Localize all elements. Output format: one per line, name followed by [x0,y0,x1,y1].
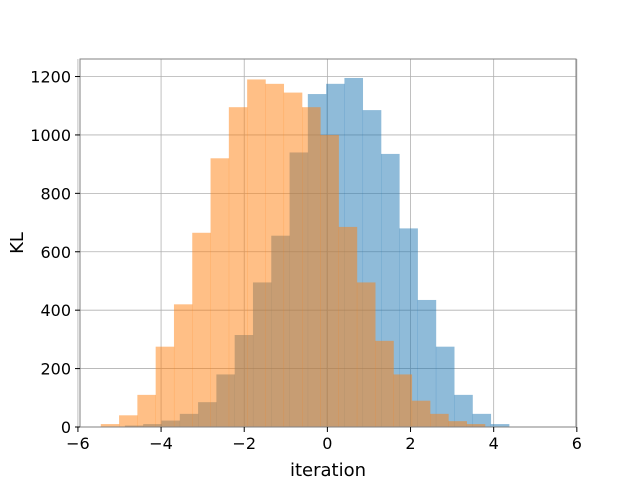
histogram-bar-series-2 [173,304,193,427]
histogram-bar-series-2 [302,107,321,427]
histogram-bar-series-2 [356,282,376,427]
histogram-bar-series-2 [283,92,303,427]
y-tick-label: 1000 [30,126,71,145]
axis-ticks: −6 −4 −2 0 2 4 6 0 200 400 600 800 1000 1200 [30,68,582,453]
histogram-bar-series-2 [155,346,175,427]
x-tick-label: 4 [489,434,499,453]
histogram-bar-series-1 [472,413,492,427]
y-tick-label: 400 [40,301,71,320]
histogram-bar-series-1 [435,346,455,427]
plot-frame [79,58,577,428]
histogram-bar-series-2 [375,340,394,427]
x-tick-label: 2 [405,434,415,453]
histogram-bar-series-2 [320,134,339,427]
histogram-bar-series-2 [137,394,156,427]
histogram-bar-series-2 [393,374,413,427]
histogram-bar-series-1 [490,424,510,427]
histogram-bar-series-2 [411,400,431,427]
y-tick-label: 1200 [30,68,71,87]
y-tick-label: 200 [40,360,71,379]
x-axis-label: iteration [290,460,366,480]
histogram-bar-series-1 [417,299,437,427]
x-tick-label: −4 [149,434,173,453]
histogram-bar-series-2 [265,83,285,428]
y-tick-label: 800 [40,184,71,203]
x-tick-label: 6 [572,434,582,453]
histogram-bar-series-2 [466,424,486,427]
histogram-bar-series-2 [119,415,138,427]
x-tick-label: −2 [232,434,256,453]
histogram-bar-series-2 [430,413,449,427]
histogram-bar-series-1 [454,394,473,427]
y-tick-label: 600 [40,243,71,262]
y-axis-label: KL [7,232,28,254]
x-tick-label: 0 [322,434,332,453]
histogram-bar-series-2 [448,421,467,427]
histogram-bar-series-2 [210,158,230,428]
histogram-bar-series-2 [228,107,248,427]
x-tick-label: −6 [66,434,90,453]
histogram-bar-series-2 [100,424,120,427]
y-tick-label: 0 [61,418,71,437]
histogram-bars [100,77,510,428]
histogram-bar-series-2 [247,79,266,427]
histogram-bar-series-2 [338,226,358,427]
histogram-bar-series-2 [192,232,211,427]
